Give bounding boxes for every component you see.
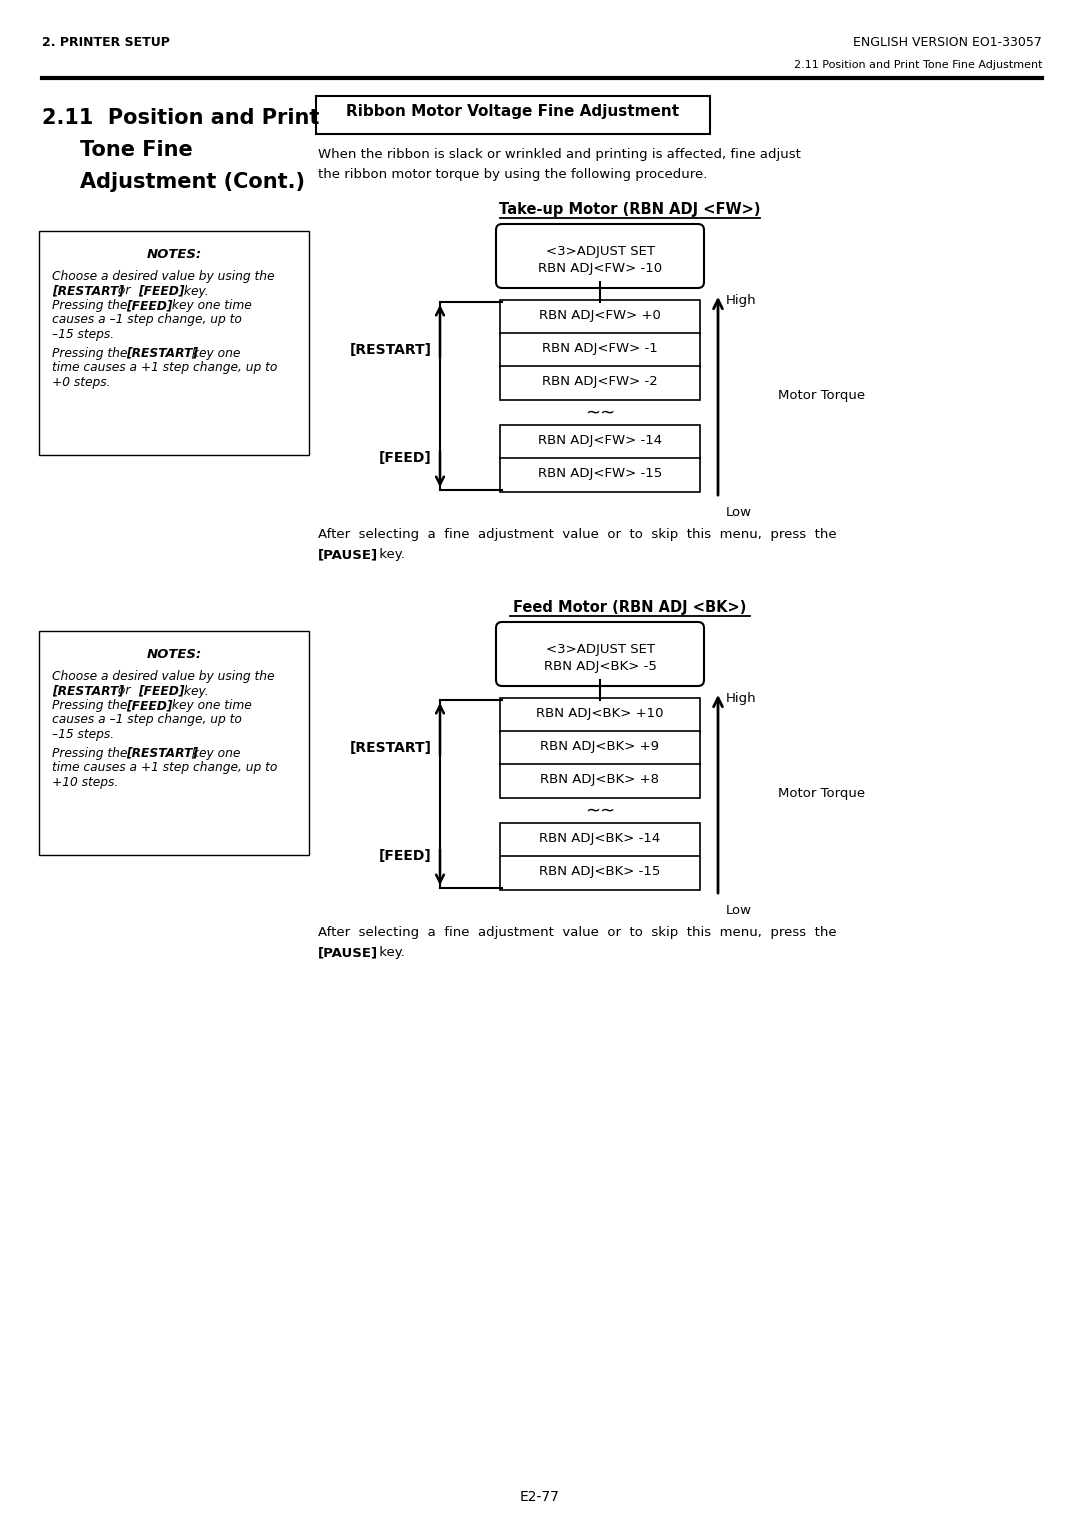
FancyBboxPatch shape: [500, 824, 700, 857]
Text: Low: Low: [726, 506, 752, 520]
Text: time causes a +1 step change, up to: time causes a +1 step change, up to: [52, 761, 278, 775]
Text: [FEED]: [FEED]: [126, 698, 173, 712]
Text: time causes a +1 step change, up to: time causes a +1 step change, up to: [52, 361, 278, 374]
FancyBboxPatch shape: [496, 622, 704, 686]
Text: key one time: key one time: [168, 698, 252, 712]
Text: RBN ADJ<FW> -2: RBN ADJ<FW> -2: [542, 374, 658, 388]
FancyBboxPatch shape: [39, 631, 309, 856]
Text: RBN ADJ<FW> -15: RBN ADJ<FW> -15: [538, 468, 662, 480]
Text: Tone Fine: Tone Fine: [80, 141, 192, 160]
Text: Choose a desired value by using the: Choose a desired value by using the: [52, 669, 274, 683]
Text: [FEED]: [FEED]: [379, 850, 432, 863]
Text: Pressing the: Pressing the: [52, 347, 132, 361]
Text: NOTES:: NOTES:: [147, 648, 202, 662]
Text: key one time: key one time: [168, 299, 252, 312]
Text: [RESTART]: [RESTART]: [350, 741, 432, 755]
Text: Motor Torque: Motor Torque: [778, 390, 865, 402]
FancyBboxPatch shape: [500, 458, 700, 492]
Text: –15 steps.: –15 steps.: [52, 329, 114, 341]
Text: key.: key.: [375, 946, 405, 960]
Text: RBN ADJ<BK> +8: RBN ADJ<BK> +8: [540, 773, 660, 785]
Text: [RESTART]: [RESTART]: [52, 284, 124, 298]
Text: When the ribbon is slack or wrinkled and printing is affected, fine adjust: When the ribbon is slack or wrinkled and…: [318, 148, 801, 160]
Text: Feed Motor (RBN ADJ <BK>): Feed Motor (RBN ADJ <BK>): [513, 601, 746, 614]
Text: <3>ADJUST SET: <3>ADJUST SET: [545, 244, 654, 258]
Text: RBN ADJ<FW> -10: RBN ADJ<FW> -10: [538, 261, 662, 275]
Text: Pressing the: Pressing the: [52, 747, 132, 759]
Text: key.: key.: [180, 284, 208, 298]
Text: [FEED]: [FEED]: [138, 685, 185, 697]
Text: After  selecting  a  fine  adjustment  value  or  to  skip  this  menu,  press  : After selecting a fine adjustment value …: [318, 529, 837, 541]
FancyBboxPatch shape: [500, 764, 700, 798]
Text: –15 steps.: –15 steps.: [52, 727, 114, 741]
Text: RBN ADJ<BK> +9: RBN ADJ<BK> +9: [540, 740, 660, 753]
Text: causes a –1 step change, up to: causes a –1 step change, up to: [52, 714, 242, 726]
Text: [RESTART]: [RESTART]: [350, 342, 432, 358]
Text: ∼∼: ∼∼: [585, 403, 616, 422]
FancyBboxPatch shape: [496, 225, 704, 287]
Text: ∼∼: ∼∼: [585, 802, 616, 821]
Text: 2.11  Position and Print: 2.11 Position and Print: [42, 108, 320, 128]
Text: Pressing the: Pressing the: [52, 299, 132, 312]
Text: Pressing the: Pressing the: [52, 698, 132, 712]
Text: RBN ADJ<FW> +0: RBN ADJ<FW> +0: [539, 309, 661, 322]
FancyBboxPatch shape: [500, 856, 700, 889]
Text: Choose a desired value by using the: Choose a desired value by using the: [52, 270, 274, 283]
Text: RBN ADJ<BK> -15: RBN ADJ<BK> -15: [539, 865, 661, 879]
Text: High: High: [726, 692, 757, 704]
Text: causes a –1 step change, up to: causes a –1 step change, up to: [52, 313, 242, 327]
Text: RBN ADJ<BK> -14: RBN ADJ<BK> -14: [539, 833, 661, 845]
Text: or: or: [114, 284, 134, 298]
Text: Low: Low: [726, 905, 752, 917]
Text: key one: key one: [188, 347, 241, 361]
Text: the ribbon motor torque by using the following procedure.: the ribbon motor torque by using the fol…: [318, 168, 707, 180]
FancyBboxPatch shape: [39, 231, 309, 455]
Text: E2-77: E2-77: [521, 1490, 559, 1504]
Text: Adjustment (Cont.): Adjustment (Cont.): [80, 173, 305, 193]
FancyBboxPatch shape: [500, 425, 700, 458]
Text: RBN ADJ<BK> +10: RBN ADJ<BK> +10: [537, 707, 664, 720]
Text: [PAUSE]: [PAUSE]: [318, 946, 378, 960]
Text: [RESTART]: [RESTART]: [126, 347, 198, 361]
Text: Ribbon Motor Voltage Fine Adjustment: Ribbon Motor Voltage Fine Adjustment: [347, 104, 679, 119]
Text: [PAUSE]: [PAUSE]: [318, 549, 378, 561]
Text: NOTES:: NOTES:: [147, 248, 202, 261]
Text: or: or: [114, 685, 134, 697]
Text: Motor Torque: Motor Torque: [778, 787, 865, 801]
FancyBboxPatch shape: [316, 96, 710, 134]
Text: key one: key one: [188, 747, 241, 759]
Text: RBN ADJ<FW> -14: RBN ADJ<FW> -14: [538, 434, 662, 448]
Text: ENGLISH VERSION EO1-33057: ENGLISH VERSION EO1-33057: [853, 37, 1042, 49]
FancyBboxPatch shape: [500, 333, 700, 367]
Text: [FEED]: [FEED]: [138, 284, 185, 298]
FancyBboxPatch shape: [500, 698, 700, 732]
Text: 2. PRINTER SETUP: 2. PRINTER SETUP: [42, 37, 170, 49]
Text: 2.11 Position and Print Tone Fine Adjustment: 2.11 Position and Print Tone Fine Adjust…: [794, 60, 1042, 70]
Text: High: High: [726, 293, 757, 307]
Text: +10 steps.: +10 steps.: [52, 776, 118, 788]
FancyBboxPatch shape: [500, 299, 700, 335]
FancyBboxPatch shape: [500, 367, 700, 400]
Text: RBN ADJ<FW> -1: RBN ADJ<FW> -1: [542, 342, 658, 354]
Text: <3>ADJUST SET: <3>ADJUST SET: [545, 643, 654, 656]
Text: [RESTART]: [RESTART]: [126, 747, 198, 759]
Text: [FEED]: [FEED]: [126, 299, 173, 312]
Text: key.: key.: [375, 549, 405, 561]
Text: After  selecting  a  fine  adjustment  value  or  to  skip  this  menu,  press  : After selecting a fine adjustment value …: [318, 926, 837, 940]
Text: RBN ADJ<BK> -5: RBN ADJ<BK> -5: [543, 660, 657, 672]
Text: [RESTART]: [RESTART]: [52, 685, 124, 697]
Text: +0 steps.: +0 steps.: [52, 376, 110, 388]
Text: Take-up Motor (RBN ADJ <FW>): Take-up Motor (RBN ADJ <FW>): [499, 202, 760, 217]
Text: [FEED]: [FEED]: [379, 451, 432, 466]
FancyBboxPatch shape: [500, 730, 700, 766]
Text: key.: key.: [180, 685, 208, 697]
